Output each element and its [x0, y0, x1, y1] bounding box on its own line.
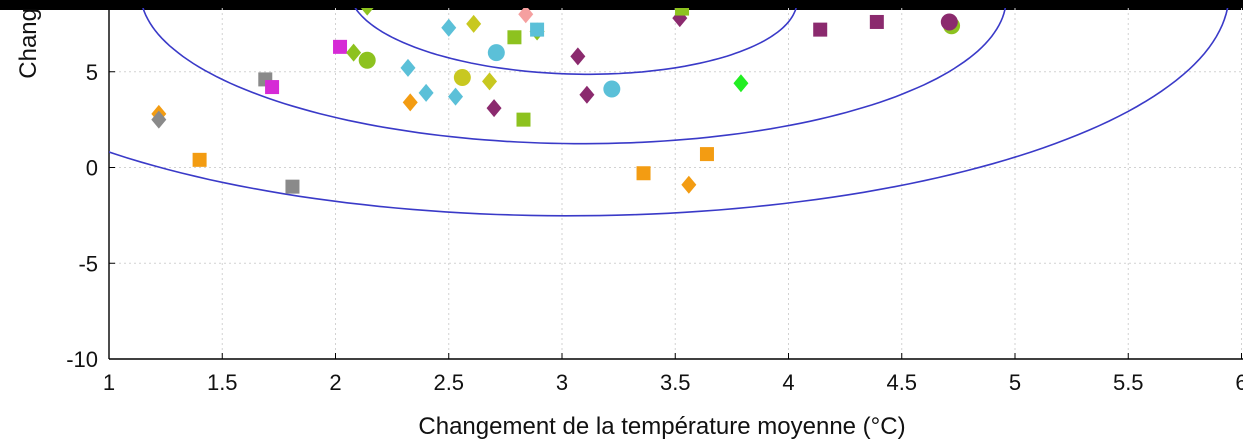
data-point-square	[507, 30, 522, 45]
x-tick-label: 4.5	[886, 370, 917, 395]
data-point-diamond	[482, 72, 498, 91]
y-tick-label: 0	[86, 156, 98, 181]
x-tick-label: 3.5	[660, 370, 691, 395]
data-point-diamond	[360, 8, 374, 16]
x-tick-labels: 1 1.5 2 2.5 3 3.5 4 4.5 5 5.5 6	[103, 353, 1243, 395]
y-tick-labels: 5 0 -5 -10	[66, 60, 115, 372]
data-point-square	[530, 22, 545, 37]
data-point-square	[285, 179, 300, 194]
contour-ellipse-1	[354, 8, 797, 76]
y-axis-title: Chang	[15, 8, 42, 79]
data-point-circle	[940, 13, 958, 31]
y-tick-label: -10	[66, 347, 98, 372]
data-point-diamond	[579, 85, 595, 104]
data-point-circle	[487, 44, 505, 62]
plot-axes	[108, 8, 1243, 360]
x-tick-label: 3	[556, 370, 568, 395]
data-point-diamond	[448, 87, 464, 106]
y-tick-label: 5	[86, 60, 98, 85]
data-point-diamond	[151, 110, 167, 129]
confidence-ellipses	[109, 8, 1229, 217]
x-tick-label: 5.5	[1113, 370, 1144, 395]
x-tick-label: 5	[1009, 370, 1021, 395]
data-point-diamond	[346, 43, 362, 62]
x-tick-label: 6	[1235, 370, 1243, 395]
data-point-square	[265, 80, 280, 95]
x-tick-label: 1	[103, 370, 115, 395]
data-point-square	[636, 166, 651, 181]
contour-ellipse-3	[109, 8, 1229, 217]
data-point-diamond	[418, 83, 434, 102]
data-point-diamond	[441, 18, 457, 37]
data-point-circle	[453, 68, 471, 86]
data-point-circle	[358, 51, 376, 69]
y-tick-label: -5	[78, 251, 98, 276]
data-point-square	[869, 14, 884, 29]
contour-ellipse-2	[142, 8, 1007, 145]
x-tick-label: 4	[782, 370, 794, 395]
data-point-diamond	[400, 58, 416, 77]
data-point-diamond	[486, 99, 502, 118]
grid-lines	[109, 8, 1243, 359]
data-point-diamond	[570, 47, 586, 66]
data-point-square	[675, 8, 690, 16]
data-point-square	[516, 112, 531, 127]
data-point-diamond	[518, 8, 534, 24]
data-point-diamond	[733, 74, 749, 93]
data-point-diamond	[402, 93, 418, 112]
x-tick-label: 2.5	[433, 370, 464, 395]
data-point-square	[813, 22, 828, 37]
x-tick-label: 2	[329, 370, 341, 395]
data-point-square	[699, 147, 714, 162]
data-point-square	[192, 152, 207, 167]
data-point-square	[333, 39, 348, 54]
data-points	[151, 8, 961, 194]
x-axis-title: Changement de la température moyenne (°C…	[418, 413, 905, 440]
data-point-circle	[603, 80, 621, 98]
x-tick-label: 1.5	[207, 370, 238, 395]
data-point-diamond	[681, 175, 697, 194]
top-edge-bar	[0, 0, 1243, 10]
data-point-diamond	[466, 14, 482, 33]
